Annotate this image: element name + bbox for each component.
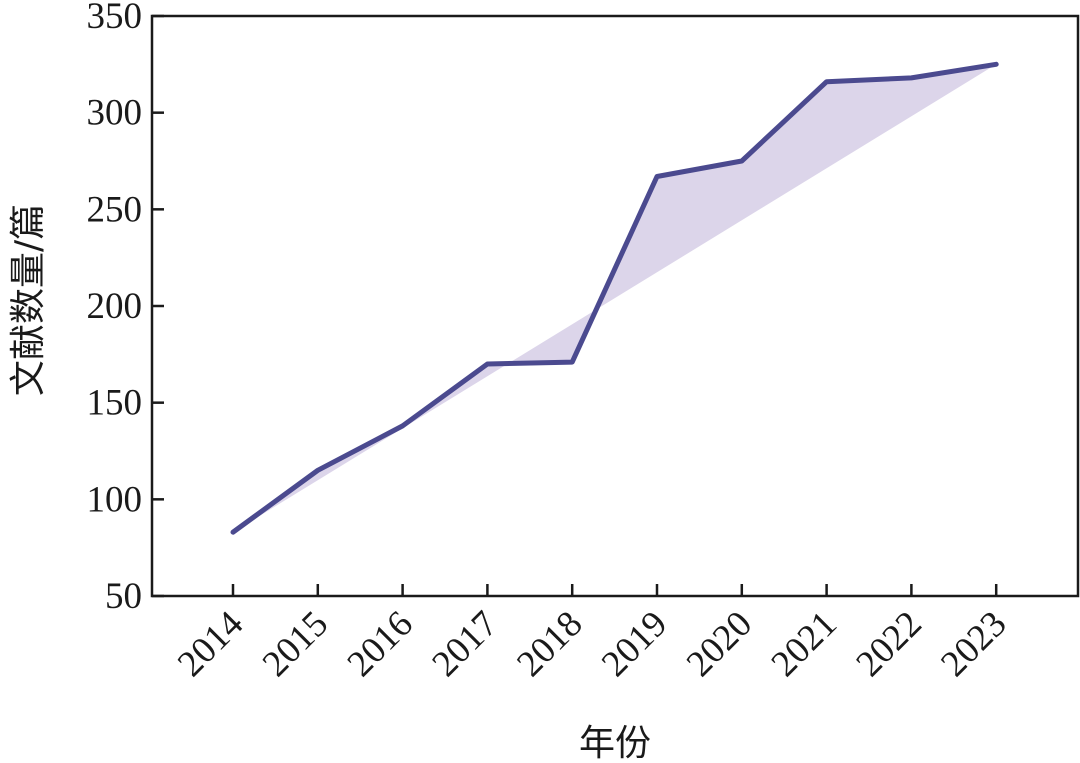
y-tick-label: 150 bbox=[87, 383, 143, 424]
x-tick-label: 2017 bbox=[424, 603, 505, 684]
x-tick-label: 2018 bbox=[509, 603, 590, 684]
y-tick-label: 300 bbox=[87, 93, 143, 134]
y-tick-label: 200 bbox=[87, 286, 143, 327]
x-tick-label: 2023 bbox=[933, 603, 1014, 684]
x-tick-label: 2015 bbox=[255, 603, 336, 684]
y-tick-label: 100 bbox=[87, 479, 143, 520]
x-tick-label: 2022 bbox=[848, 603, 929, 684]
x-tick-label: 2021 bbox=[764, 603, 845, 684]
y-axis-title: 文献数量/篇 bbox=[8, 204, 49, 396]
y-axis: 50 100 150 200 250 300 350 bbox=[87, 0, 164, 617]
x-tick-label: 2020 bbox=[679, 603, 760, 684]
shaded-area-layer bbox=[233, 64, 997, 533]
y-tick-label: 350 bbox=[87, 0, 143, 37]
x-tick-label: 2014 bbox=[170, 603, 251, 684]
shaded-area bbox=[233, 64, 997, 533]
series-line bbox=[230, 61, 999, 535]
x-tick-label: 2016 bbox=[340, 603, 421, 684]
y-tick-label: 50 bbox=[105, 576, 142, 617]
plot-frame bbox=[150, 14, 1080, 598]
series-line-layer bbox=[230, 61, 999, 535]
y-tick-label: 250 bbox=[87, 189, 143, 230]
x-tick-label: 2019 bbox=[594, 603, 675, 684]
x-axis: 2014 2015 2016 2017 2018 2019 2020 2021 2022 2023 bbox=[170, 584, 1015, 685]
x-axis-title: 年份 bbox=[579, 723, 651, 763]
